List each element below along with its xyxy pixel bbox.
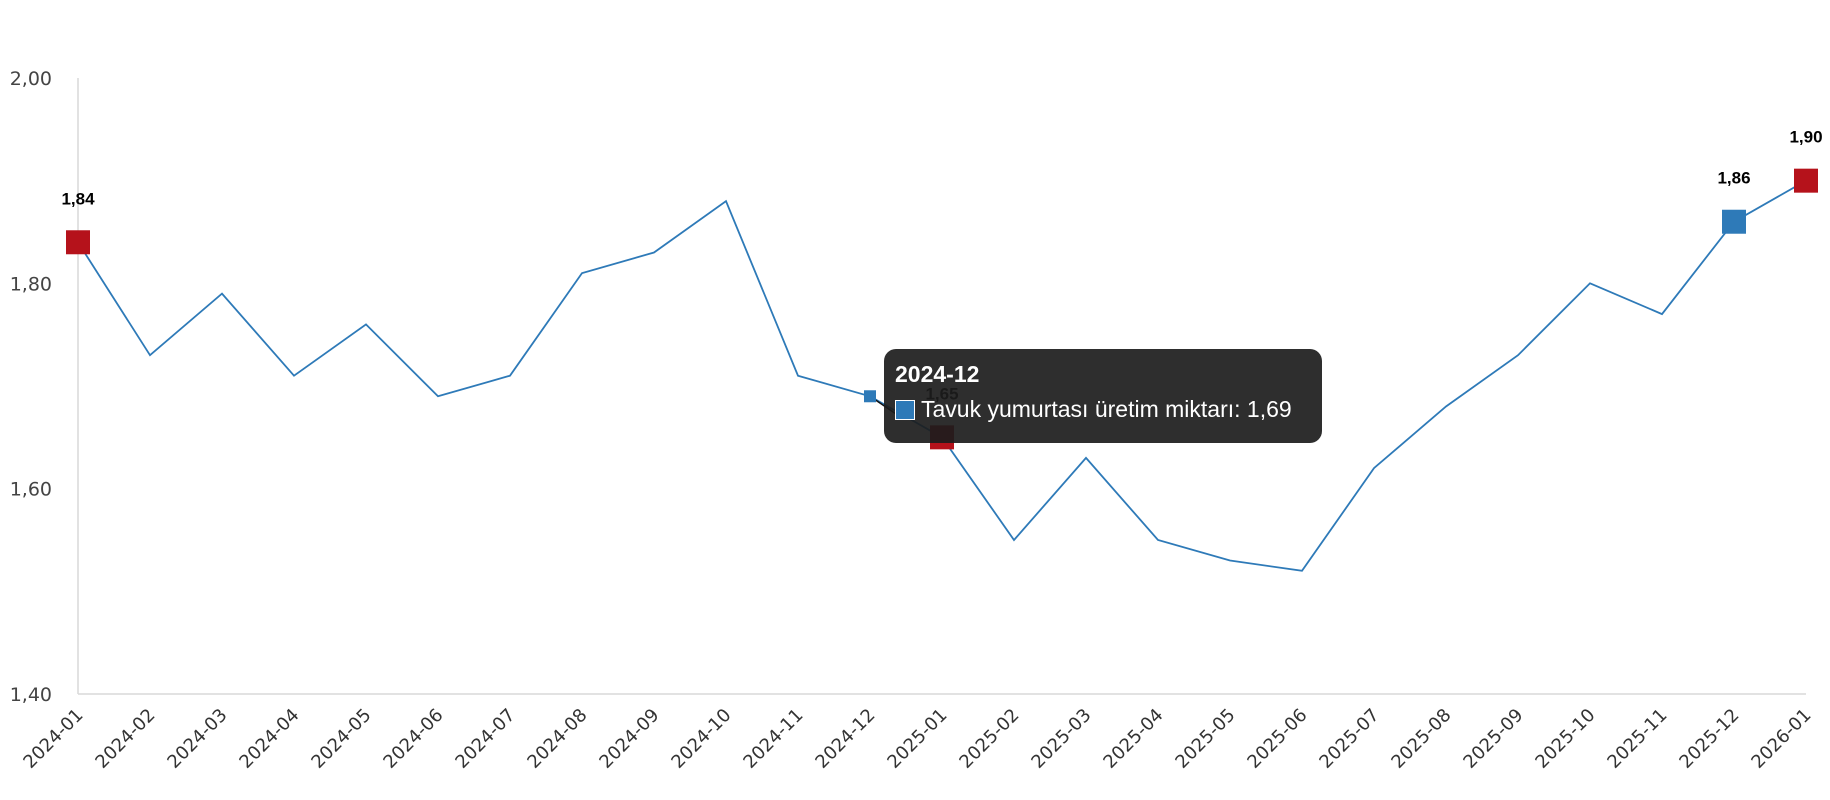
- x-tick-label: 2025-11: [1603, 705, 1671, 773]
- x-tick-label: 2025-05: [1171, 705, 1239, 773]
- x-tick-label: 2025-09: [1459, 705, 1527, 773]
- x-tick-label: 2025-08: [1387, 705, 1455, 773]
- x-tick-label: 2024-04: [235, 705, 303, 773]
- x-tick-label: 2025-12: [1675, 705, 1743, 773]
- x-tick-label: 2024-08: [523, 705, 591, 773]
- x-tick-label: 2025-10: [1531, 705, 1599, 773]
- x-tick-label: 2024-09: [595, 705, 663, 773]
- x-tick-label: 2025-07: [1315, 705, 1383, 773]
- x-tick-label: 2024-03: [163, 705, 231, 773]
- data-marker[interactable]: [1794, 168, 1818, 193]
- tooltip-title: 2024-12: [895, 361, 980, 387]
- data-label: 1,90: [1789, 128, 1822, 147]
- x-tick-label: 2025-04: [1099, 705, 1167, 773]
- data-label: 1,86: [1717, 169, 1750, 188]
- x-tick-label: 2025-02: [955, 705, 1023, 773]
- x-tick-label: 2024-10: [667, 705, 735, 773]
- chart-tooltip: 2024-12 Tavuk yumurtası üretim miktarı: …: [884, 349, 1322, 443]
- x-tick-label: 2024-02: [91, 705, 159, 773]
- y-tick-labels: 1,40 1,60 1,80 2,00: [10, 68, 52, 706]
- y-tick-label: 1,60: [10, 479, 52, 501]
- tooltip-value-text: Tavuk yumurtası üretim miktarı: 1,69: [921, 396, 1292, 422]
- x-tick-label: 2026-01: [1747, 705, 1815, 773]
- y-tick-label: 2,00: [10, 68, 52, 90]
- x-tick-label: 2024-06: [379, 705, 447, 773]
- x-tick-label: 2024-12: [811, 705, 879, 773]
- x-tick-label: 2025-06: [1243, 705, 1311, 773]
- x-tick-label: 2024-05: [307, 705, 375, 773]
- data-marker[interactable]: [66, 230, 90, 255]
- y-tick-label: 1,40: [10, 684, 52, 706]
- data-marker[interactable]: [1722, 209, 1746, 234]
- x-tick-label: 2025-03: [1027, 705, 1095, 773]
- x-tick-label: 2024-01: [19, 705, 87, 773]
- chart-axes: [77, 78, 1806, 695]
- x-tick-labels: 2024-01 2024-02 2024-03 2024-04 2024-05 2024-…: [19, 705, 1815, 773]
- x-tick-label: 2024-11: [739, 705, 807, 773]
- y-tick-label: 1,80: [10, 273, 52, 295]
- x-tick-label: 2025-01: [883, 705, 951, 773]
- tooltip-row: Tavuk yumurtası üretim miktarı: 1,69: [895, 396, 1311, 423]
- x-tick-label: 2024-07: [451, 705, 519, 773]
- data-label: 1,84: [61, 189, 95, 208]
- tooltip-series-swatch: [895, 399, 915, 420]
- hovered-point-marker[interactable]: [864, 390, 876, 403]
